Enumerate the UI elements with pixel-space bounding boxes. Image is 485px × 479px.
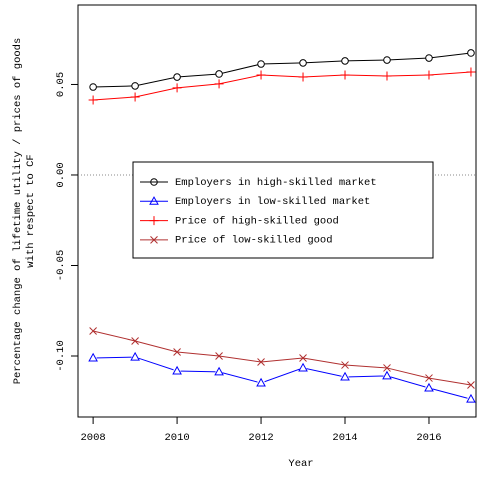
point xyxy=(425,374,433,382)
point xyxy=(130,92,140,102)
series-line xyxy=(93,71,471,101)
legend: Employers in high-skilled market Employer… xyxy=(132,161,434,259)
point xyxy=(299,354,307,362)
point xyxy=(467,49,475,57)
y-tick-label: -0.05 xyxy=(55,250,67,282)
legend-marker xyxy=(149,196,159,205)
x-tick-label: 2010 xyxy=(164,432,189,444)
marker-bg xyxy=(89,354,97,362)
series-line xyxy=(93,356,472,400)
marker-bg xyxy=(89,83,97,91)
y-axis-title: with respect to CF xyxy=(25,154,37,267)
legend-label: Employers in high-skilled market xyxy=(175,177,377,189)
marker-bg xyxy=(467,49,475,57)
y-tick-label: 0.00 xyxy=(55,162,67,187)
series-line xyxy=(93,52,472,88)
point xyxy=(173,73,181,81)
marker-bg xyxy=(425,54,433,62)
point xyxy=(382,71,392,81)
marker-bg xyxy=(299,364,307,372)
point xyxy=(340,70,350,80)
marker-bg xyxy=(257,379,265,387)
marker-bg xyxy=(173,73,181,81)
legend-label: Price of low-skilled good xyxy=(175,235,333,247)
point xyxy=(131,82,139,90)
marker-bg xyxy=(467,395,475,403)
point xyxy=(88,95,98,105)
point xyxy=(299,59,307,67)
series-line xyxy=(92,330,472,386)
point xyxy=(466,67,476,77)
point xyxy=(172,83,182,93)
point xyxy=(256,70,266,80)
marker-bg xyxy=(299,59,307,67)
marker-bg xyxy=(383,372,391,380)
marker-bg xyxy=(257,60,265,68)
marker-bg xyxy=(173,367,181,375)
marker-bg xyxy=(215,70,223,78)
y-tick-label: 0.05 xyxy=(55,72,67,97)
marker-bg xyxy=(131,82,139,90)
point xyxy=(89,83,97,91)
point xyxy=(131,337,139,345)
x-tick-label: 2008 xyxy=(81,432,106,444)
marker-bg xyxy=(215,368,223,376)
x-tick-label: 2016 xyxy=(416,432,441,444)
point xyxy=(215,70,223,78)
point xyxy=(89,327,97,335)
point xyxy=(298,72,308,82)
point xyxy=(382,370,392,380)
legend-box xyxy=(132,161,434,259)
point xyxy=(298,362,308,372)
point xyxy=(88,352,98,362)
point xyxy=(383,56,391,64)
legend-marker xyxy=(150,236,158,244)
point xyxy=(424,70,434,80)
point xyxy=(214,79,224,89)
point xyxy=(130,351,140,361)
point xyxy=(383,364,391,372)
legend-label: Price of high-skilled good xyxy=(175,215,339,227)
plot-frame xyxy=(77,4,477,418)
point xyxy=(215,352,223,360)
point xyxy=(424,382,434,392)
point xyxy=(466,393,476,403)
point xyxy=(341,361,349,369)
point xyxy=(340,371,350,381)
x-tick-label: 2014 xyxy=(332,432,357,444)
marker-bg xyxy=(383,56,391,64)
marker-bg xyxy=(131,353,139,361)
y-tick-label: -0.10 xyxy=(55,340,67,372)
legend-label: Employers in low-skilled market xyxy=(175,196,370,208)
point xyxy=(257,358,265,366)
marker-bg xyxy=(341,373,349,381)
point xyxy=(257,60,265,68)
legend-marker xyxy=(150,178,158,186)
point xyxy=(173,348,181,356)
legend-marker xyxy=(149,216,159,226)
point xyxy=(256,377,266,387)
y-axis-title: Percentage change of lifetime utility / … xyxy=(12,38,24,385)
point xyxy=(467,381,475,389)
marker-bg xyxy=(341,57,349,65)
x-tick-label: 2012 xyxy=(248,432,273,444)
point xyxy=(425,54,433,62)
point xyxy=(172,365,182,375)
marker-bg xyxy=(425,384,433,392)
x-axis-title: Year xyxy=(288,458,313,470)
point xyxy=(214,366,224,376)
point xyxy=(341,57,349,65)
